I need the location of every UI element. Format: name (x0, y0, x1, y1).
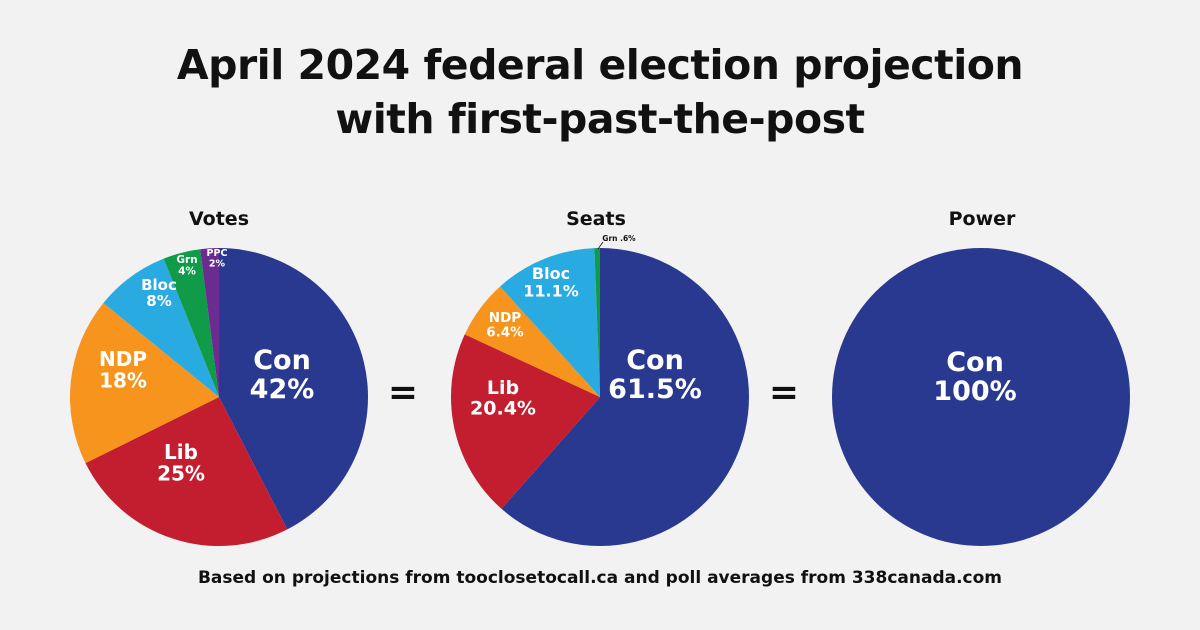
seats-slice-con (501, 248, 749, 546)
votes-slice-bloc (103, 258, 219, 397)
votes-label-ndp: NDP (99, 347, 147, 371)
seats-slice-ndp (464, 286, 600, 397)
seats-slice-lib (450, 334, 600, 509)
power-pie (832, 248, 1130, 546)
seats-label-lib: Lib (487, 377, 519, 399)
title-line-2: with first-past-the-post (335, 95, 865, 143)
power-label-con-value: 100% (933, 376, 1016, 407)
seats-label-con-value: 61.5% (608, 374, 702, 405)
seats-pie (450, 248, 749, 546)
votes-label-lib-value: 25% (157, 462, 205, 486)
votes-label-bloc: Bloc (141, 276, 177, 294)
power-slice-con (832, 248, 1130, 546)
votes-pie (69, 248, 368, 546)
equals-sign-1: = (387, 372, 419, 413)
votes-label-grn: Grn (176, 254, 197, 266)
seats-slice-bloc (500, 248, 600, 397)
seats-label-bloc-value: 11.1% (523, 281, 579, 300)
votes-slice-lib (85, 397, 288, 546)
votes-slice-ppc (200, 248, 219, 397)
equals-sign-2: = (768, 372, 800, 413)
seats-label-grn: Grn .6% (602, 234, 636, 243)
votes-label-con: Con (253, 345, 311, 376)
seats-label-bloc: Bloc (532, 264, 570, 283)
page-title: April 2024 federal election projection w… (0, 38, 1200, 146)
votes-label-grn-value: 4% (178, 265, 196, 277)
title-line-1: April 2024 federal election projection (176, 41, 1024, 89)
votes-label-ndp-value: 18% (99, 369, 147, 393)
votes-label-ppc-value: 2% (209, 258, 226, 269)
votes-label-bloc-value: 8% (146, 292, 171, 310)
seats-label-ndp-value: 6.4% (486, 325, 524, 341)
votes-chart-title: Votes (189, 208, 249, 230)
power-chart-title: Power (948, 208, 1016, 230)
votes-label-ppc: PPC (207, 248, 228, 259)
seats-label-lib-value: 20.4% (470, 398, 536, 420)
seats-slice-grn (594, 248, 600, 397)
seats-label-con: Con (626, 345, 684, 376)
seats-label-ndp: NDP (489, 310, 522, 326)
source-footnote: Based on projections from tooclosetocall… (197, 568, 1003, 588)
votes-slice-con (219, 248, 368, 530)
votes-slice-grn (163, 249, 219, 397)
seats-chart-title: Seats (566, 208, 626, 230)
votes-slice-ndp (69, 303, 219, 464)
seats-grn-leader-line (597, 241, 604, 250)
votes-label-lib: Lib (164, 440, 198, 464)
power-label-con: Con (946, 347, 1004, 378)
votes-label-con-value: 42% (250, 374, 315, 405)
